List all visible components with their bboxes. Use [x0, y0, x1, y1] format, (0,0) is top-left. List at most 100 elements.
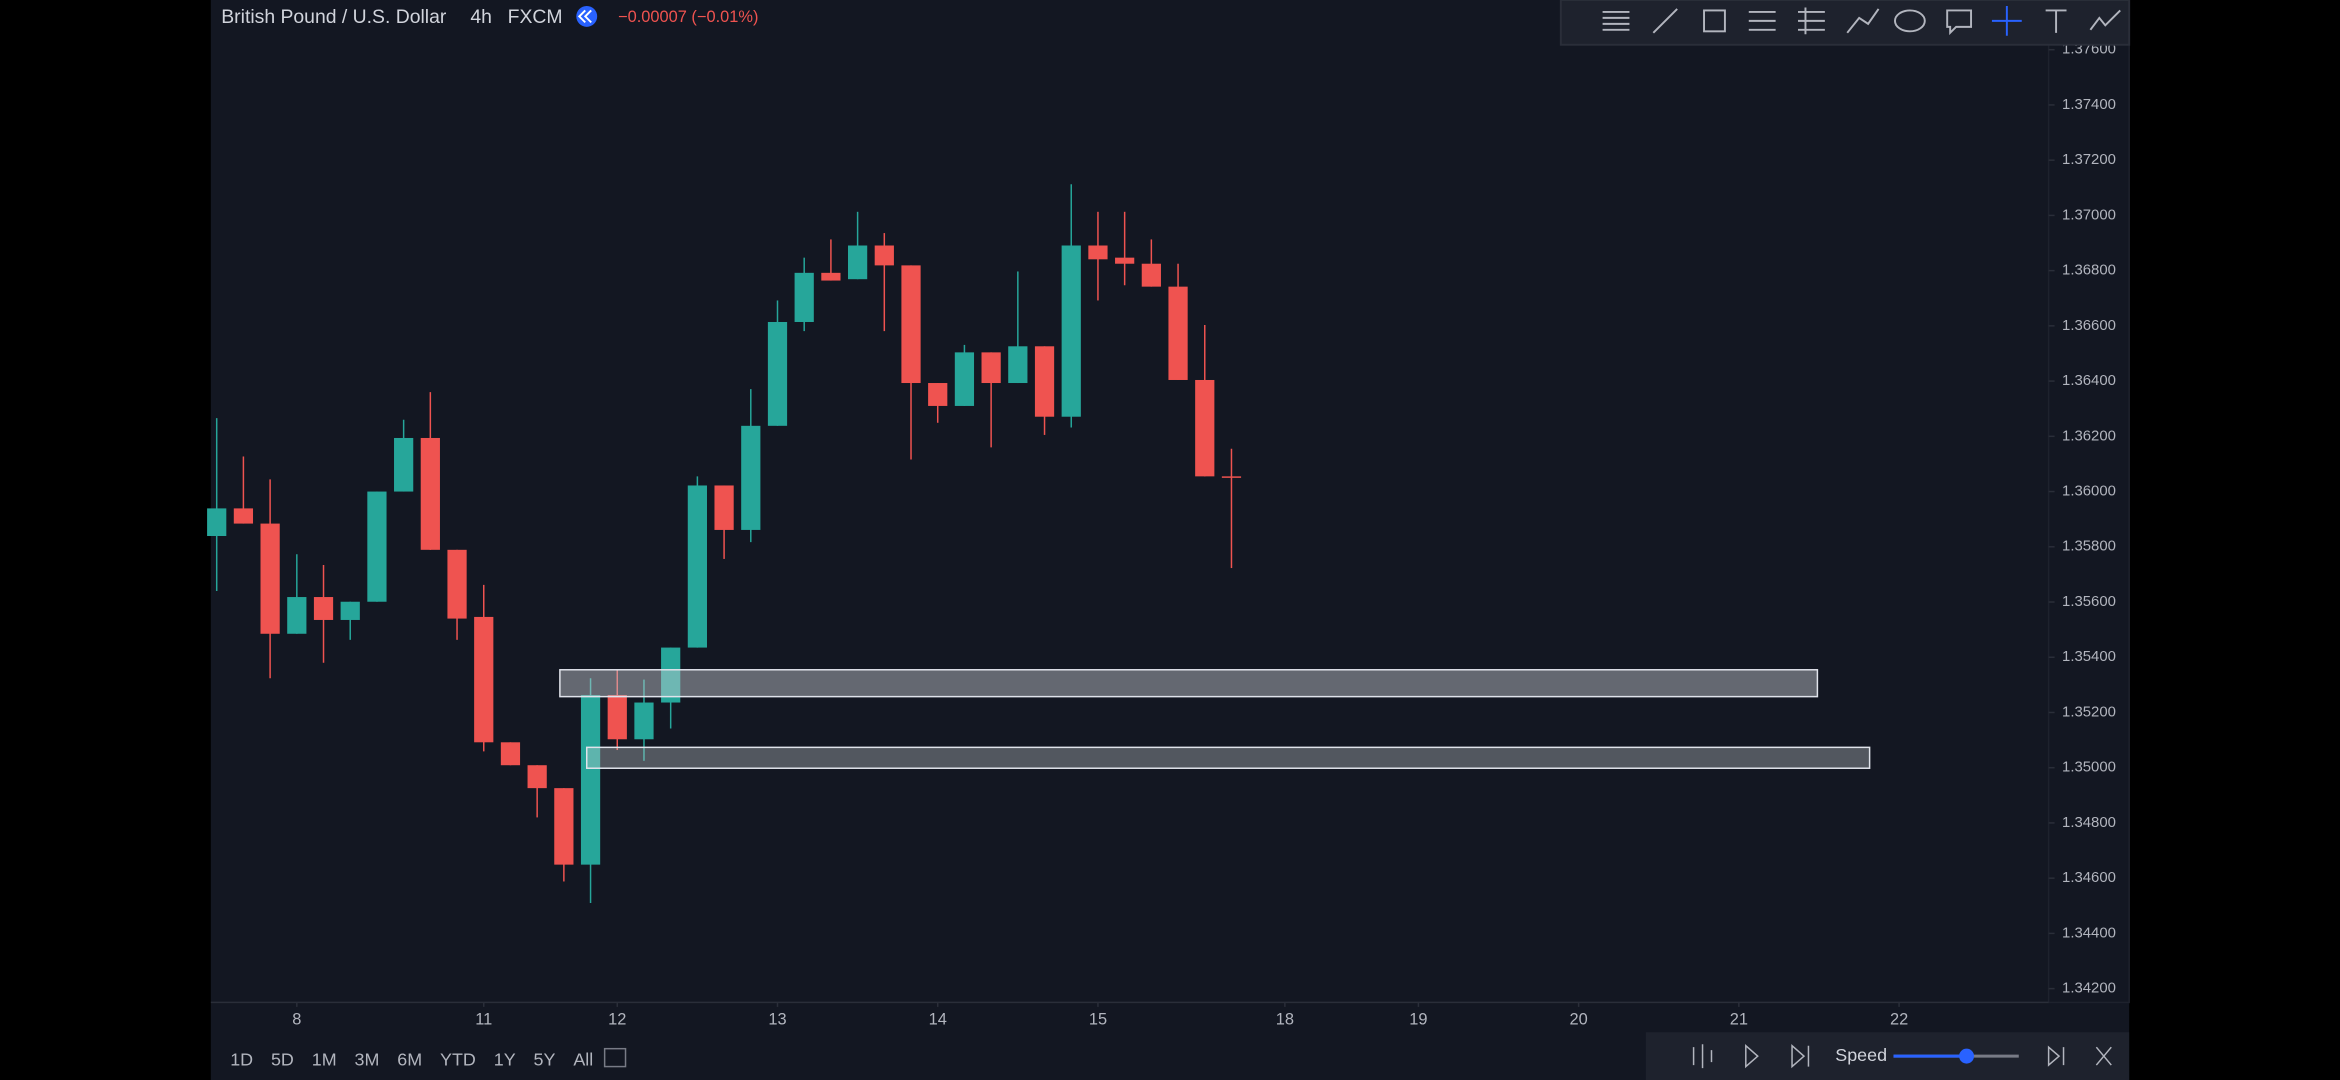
candle-body	[687, 485, 707, 648]
range-button[interactable]: All	[573, 1049, 593, 1069]
tool-crosshair[interactable]	[1991, 5, 2022, 36]
x-tick-label: 14	[929, 1011, 947, 1029]
candle-body	[981, 352, 1001, 384]
candle-body	[233, 508, 254, 524]
candle-body	[580, 695, 601, 865]
y-tick-label: 1.34600	[2062, 870, 2116, 886]
x-tick-label: 18	[1276, 1011, 1294, 1029]
candles	[207, 184, 1242, 904]
y-tick-label: 1.36200	[2062, 428, 2116, 444]
candle-body	[847, 245, 868, 280]
tool-fib[interactable]	[1798, 7, 1825, 35]
replay-play[interactable]	[1745, 1044, 1759, 1069]
candle-body	[1115, 257, 1135, 264]
candle-body	[1141, 263, 1161, 287]
replay-close[interactable]	[2095, 1046, 2112, 1066]
x-tick-label: 15	[1089, 1011, 1107, 1029]
candle-body	[741, 425, 761, 530]
tool-channel[interactable]	[1748, 10, 1776, 31]
candle-body	[767, 321, 788, 426]
interval[interactable]: 4h	[470, 6, 492, 28]
candle-body	[1008, 346, 1028, 384]
candle-body	[874, 245, 894, 266]
chart-background	[210, 0, 2130, 1080]
range-button[interactable]: 1D	[230, 1049, 253, 1069]
range-button[interactable]: 1M	[312, 1049, 337, 1069]
tool-indicator[interactable]	[2089, 9, 2121, 31]
x-tick-label: 22	[1890, 1011, 1908, 1029]
y-tick-label: 1.35600	[2062, 594, 2116, 610]
candle-body	[340, 601, 360, 620]
candle-body	[554, 788, 574, 865]
y-tick-label: 1.35000	[2062, 760, 2116, 776]
candle-body	[394, 437, 414, 492]
speed-label: Speed	[1835, 1045, 1887, 1065]
y-tick-label: 1.37200	[2062, 152, 2116, 168]
candle-body	[821, 272, 841, 281]
candle-body	[474, 616, 494, 743]
toolbar-background	[1559, 0, 2131, 46]
y-tick-label: 1.34800	[2062, 815, 2116, 831]
candle-body	[313, 597, 334, 620]
replay-select[interactable]	[1692, 1044, 1713, 1069]
date-range-icon[interactable]	[603, 1047, 627, 1068]
x-tick-label: 20	[1570, 1011, 1588, 1029]
candle-body	[420, 437, 440, 550]
tool-ellipse[interactable]	[1894, 9, 1926, 33]
candle-body	[954, 352, 975, 406]
replay-bar: Speed	[1645, 1032, 2130, 1080]
symbol[interactable]: British Pound / U.S. Dollar	[221, 6, 447, 28]
y-tick-label: 1.36800	[2062, 263, 2116, 279]
drawing-toolbar	[1559, 0, 2131, 46]
tool-rect[interactable]	[1703, 9, 1726, 33]
y-tick-label: 1.35200	[2062, 704, 2116, 720]
candle-body	[1221, 476, 1242, 478]
tool-lines[interactable]	[1602, 10, 1630, 31]
y-tick-label: 1.35800	[2062, 539, 2116, 555]
range-button[interactable]: 5D	[271, 1049, 294, 1069]
x-tick-label: 11	[475, 1011, 492, 1029]
y-tick-label: 1.37400	[2062, 97, 2116, 113]
y-tick-label: 1.34400	[2062, 925, 2116, 941]
range-button[interactable]: YTD	[440, 1049, 476, 1069]
tool-callout[interactable]	[1946, 9, 1973, 36]
replay-end[interactable]	[2047, 1045, 2065, 1067]
zone-rectangle[interactable]	[585, 746, 1871, 769]
tool-trend[interactable]	[1652, 8, 1678, 34]
zone-rectangle[interactable]	[559, 669, 1819, 698]
candle-body	[527, 765, 547, 789]
range-button[interactable]: 6M	[397, 1049, 422, 1069]
replay-icon[interactable]	[576, 5, 598, 27]
price-axis-panel	[2047, 0, 2130, 1004]
speed-knob[interactable]	[1959, 1048, 1975, 1064]
candle-body	[447, 549, 467, 619]
tool-text[interactable]	[2045, 9, 2067, 33]
candle-body	[634, 702, 654, 740]
tool-pattern[interactable]	[1846, 8, 1880, 34]
x-tick-label: 8	[292, 1011, 301, 1029]
x-tick-label: 13	[768, 1011, 786, 1029]
y-tick-label: 1.36400	[2062, 373, 2116, 389]
candle-body	[1195, 379, 1215, 477]
ticks: 1.34200 1.34400 1.34600 1.34800 1.35000 1.352…	[292, 42, 2116, 1029]
range-button[interactable]: 5Y	[534, 1049, 556, 1069]
replay-step[interactable]	[1791, 1044, 1810, 1069]
x-tick-label: 12	[608, 1011, 626, 1029]
candle-body	[714, 485, 734, 530]
y-tick-label: 1.35400	[2062, 649, 2116, 665]
y-tick-label: 1.36000	[2062, 483, 2116, 499]
candle-body	[367, 491, 387, 602]
price-change: −0.00007 (−0.01%)	[618, 8, 758, 26]
range-button[interactable]: 3M	[355, 1049, 380, 1069]
candle-body	[661, 647, 681, 703]
candle-body	[794, 272, 814, 322]
y-tick-label: 1.37000	[2062, 207, 2116, 223]
range-button[interactable]: 1Y	[494, 1049, 516, 1069]
range-buttons: 1D 5D 1M 3M 6M YTD 1Y 5Y All	[230, 1049, 593, 1069]
candle-body	[928, 383, 948, 406]
x-tick-label: 19	[1409, 1011, 1427, 1029]
candle-body	[901, 265, 921, 384]
x-tick-label: 21	[1730, 1011, 1748, 1029]
